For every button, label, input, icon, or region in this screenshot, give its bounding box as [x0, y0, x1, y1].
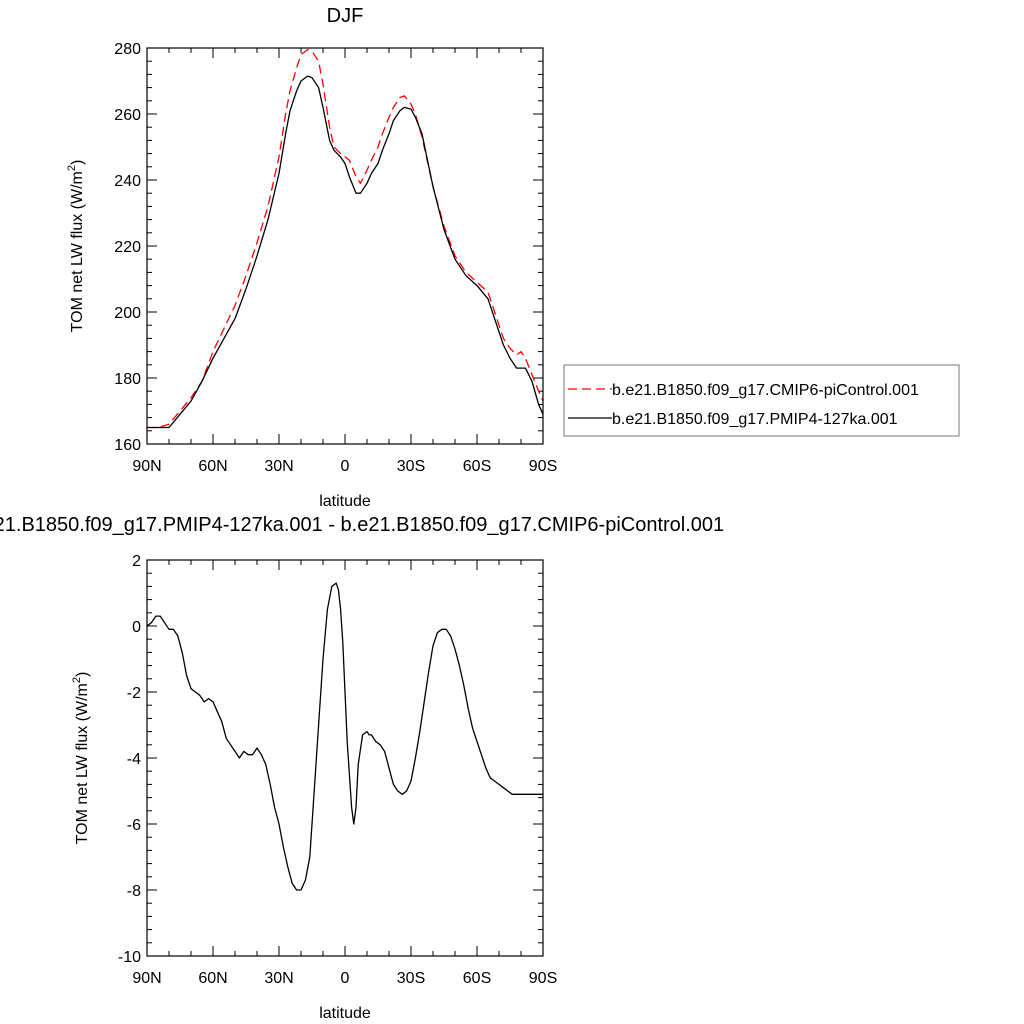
bottom-chart-title: b.e21.B1850.f09_g17.PMIP4-127ka.001 - b.…	[0, 514, 724, 536]
bottom-chart-y-axis-label-main: TOM net LW flux (W/m	[74, 683, 91, 844]
legend-label-127ka: b.e21.B1850.f09_g17.PMIP4-127ka.001	[612, 411, 898, 428]
bottom-chart-x-tick-label: 30N	[264, 970, 293, 987]
top-chart-x-tick-label: 30S	[397, 458, 425, 475]
bottom-chart-x-tick-labels: 90N 60N 30N 0 30S 60S 90S	[132, 970, 557, 987]
top-chart-series-line-1	[147, 75, 544, 429]
bottom-chart-y-tick-label: -2	[127, 685, 141, 702]
bottom-chart-x-tick-label: 90S	[529, 970, 557, 987]
top-chart-legend: b.e21.B1850.f09_g17.CMIP6-piControl.001 …	[563, 364, 960, 437]
top-chart-y-tick-label: 180	[114, 371, 141, 388]
top-chart-y-tick-label: 220	[114, 239, 141, 256]
top-chart-y-tick-label: 240	[114, 173, 141, 190]
top-chart-y-tick-labels: 160 180 200 220 240 260 280	[114, 41, 141, 454]
top-chart-x-tick-labels: 90N 60N 30N 0 30S 60S 90S	[132, 458, 557, 475]
bottom-chart-y-axis-label-close: )	[74, 672, 91, 677]
bottom-chart-series	[146, 582, 543, 891]
bottom-chart-series-line-0	[146, 582, 543, 891]
top-chart-series-line-0	[147, 48, 544, 429]
top-chart-x-tick-label: 60S	[463, 458, 491, 475]
top-chart-series	[147, 48, 544, 429]
bottom-chart-y-tick-label: -8	[127, 883, 141, 900]
bottom-chart-x-tick-label: 0	[341, 970, 350, 987]
bottom-chart-x-axis-label: latitude	[319, 1005, 371, 1022]
bottom-chart-x-tick-label: 90N	[132, 970, 161, 987]
bottom-chart-y-tick-label: -6	[127, 817, 141, 834]
bottom-chart-x-tick-label: 60N	[198, 970, 227, 987]
bottom-chart-y-axis-label-sup: 2	[71, 677, 83, 683]
bottom-chart-x-tick-label: 60S	[463, 970, 491, 987]
top-chart-y-tick-label: 260	[114, 107, 141, 124]
top-chart-frame	[146, 47, 544, 445]
bottom-chart-y-tick-label: -4	[127, 751, 141, 768]
top-chart-x-tick-label: 60N	[198, 458, 227, 475]
top-chart-x-tick-label: 0	[341, 458, 350, 475]
top-chart-x-tick-label: 90N	[132, 458, 161, 475]
legend-box	[563, 364, 960, 437]
top-chart-x-tick-label: 90S	[529, 458, 557, 475]
legend-label-picontrol: b.e21.B1850.f09_g17.CMIP6-piControl.001	[612, 382, 919, 399]
bottom-chart-y-tick-labels: -10 -8 -6 -4 -2 0 2	[118, 553, 141, 966]
top-chart-y-axis-label: TOM net LW flux (W/m2)	[66, 160, 86, 333]
top-chart-x-axis-label: latitude	[319, 493, 371, 510]
bottom-chart-ticks	[146, 559, 544, 957]
top-chart-ticks	[146, 47, 544, 445]
top-chart-y-tick-label: 160	[114, 437, 141, 454]
bottom-chart-x-tick-label: 30S	[397, 970, 425, 987]
bottom-chart: b.e21.B1850.f09_g17.PMIP4-127ka.001 - b.…	[0, 514, 724, 1022]
bottom-chart-frame	[146, 559, 544, 957]
top-chart-x-tick-label: 30N	[264, 458, 293, 475]
top-chart-title: DJF	[327, 5, 364, 27]
top-chart-y-axis-label-close: )	[69, 160, 86, 165]
top-chart-y-axis-label-main: TOM net LW flux (W/m	[69, 171, 86, 332]
top-chart: DJF 160 180 200 220 240 260 280 90N 60N 30N 0 30S 6…	[66, 5, 960, 510]
top-chart-y-tick-label: 280	[114, 41, 141, 58]
bottom-chart-y-tick-label: 2	[132, 553, 141, 570]
top-chart-y-axis-label-sup: 2	[66, 165, 78, 171]
bottom-chart-y-tick-label: -10	[118, 949, 141, 966]
bottom-chart-y-tick-label: 0	[132, 619, 141, 636]
top-chart-y-tick-label: 200	[114, 305, 141, 322]
bottom-chart-y-axis-label: TOM net LW flux (W/m2)	[71, 672, 91, 845]
